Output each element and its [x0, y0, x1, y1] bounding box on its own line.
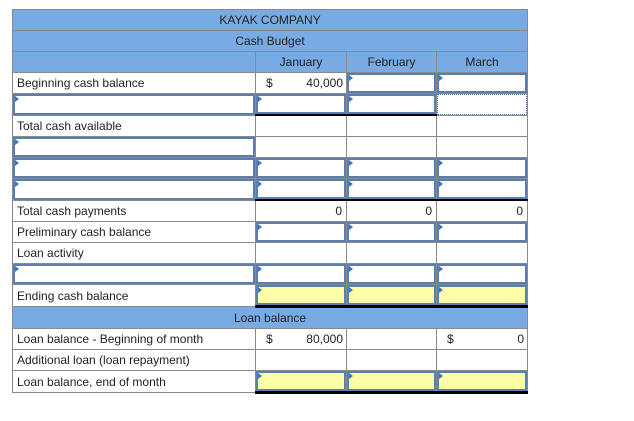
loan-activity-label: Loan activity — [12, 242, 256, 264]
row-preliminary-cash: Preliminary cash balance — [12, 221, 529, 243]
loan-beginning-january-value: 80,000 — [306, 332, 343, 346]
loan-balance-title: Loan balance — [11, 306, 529, 329]
loan-end-label: Loan balance, end of month — [12, 370, 256, 393]
header-march: March — [435, 51, 529, 73]
row-loan-end: Loan balance, end of month — [12, 370, 529, 394]
row-beginning-cash: Beginning cash balance $40,000 — [12, 72, 529, 94]
loan-beginning-march-value: 0 — [517, 332, 525, 346]
payment-1-january-input[interactable] — [255, 157, 347, 179]
ending-cash-label: Ending cash balance — [12, 284, 256, 307]
payment-1-february-input[interactable] — [346, 157, 437, 179]
ending-cash-january-input[interactable] — [255, 284, 347, 308]
beginning-cash-february-input[interactable] — [346, 72, 437, 94]
ending-cash-march-input[interactable] — [435, 284, 529, 308]
loan-activity-january — [255, 242, 347, 264]
loan-activity-march-input[interactable] — [435, 263, 529, 285]
preliminary-cash-march-input[interactable] — [435, 221, 529, 243]
header-blank — [12, 51, 256, 73]
total-cash-available-february — [346, 114, 437, 137]
total-cash-payments-january: 0 — [255, 199, 347, 222]
total-cash-payments-march: 0 — [435, 199, 529, 222]
currency-symbol: $ — [266, 76, 273, 90]
loan-activity-march — [435, 242, 529, 264]
total-cash-available-march — [435, 114, 529, 137]
ending-cash-february-input[interactable] — [346, 284, 437, 308]
row-payment-input-1 — [12, 157, 529, 179]
payment-1-march-input[interactable] — [435, 157, 529, 179]
loan-activity-january-input[interactable] — [255, 263, 347, 285]
row-payments-label-input — [12, 136, 529, 158]
payment-2-january-input[interactable] — [255, 178, 347, 201]
beginning-cash-january-value: 40,000 — [306, 76, 343, 90]
currency-symbol: $ — [447, 332, 454, 346]
header-january: January — [255, 51, 347, 73]
payment-1-label-input[interactable] — [12, 157, 256, 179]
receipts-february-input[interactable] — [346, 93, 437, 116]
budget-title: Cash Budget — [11, 30, 529, 52]
loan-beginning-label: Loan balance - Beginning of month — [12, 328, 256, 350]
loan-beginning-march: $0 — [435, 328, 529, 350]
beginning-cash-label: Beginning cash balance — [12, 72, 256, 94]
receipts-january-input[interactable] — [255, 93, 347, 116]
additional-loan-february — [346, 349, 437, 371]
row-additional-loan: Additional loan (loan repayment) — [12, 349, 529, 371]
preliminary-cash-february-input[interactable] — [346, 221, 437, 243]
loan-activity-february-input[interactable] — [346, 263, 437, 285]
preliminary-cash-label: Preliminary cash balance — [12, 221, 256, 243]
receipts-label-input[interactable] — [12, 93, 256, 116]
loan-end-march-input[interactable] — [435, 370, 529, 394]
header-february: February — [346, 51, 437, 73]
payment-2-label-input[interactable] — [12, 178, 256, 201]
row-payment-input-2 — [12, 178, 529, 201]
payments-january-blank — [255, 136, 347, 158]
additional-loan-label: Additional loan (loan repayment) — [12, 349, 256, 371]
company-name: KAYAK COMPANY — [11, 9, 529, 31]
loan-end-january-input[interactable] — [255, 370, 347, 394]
payments-label-input[interactable] — [12, 136, 256, 158]
payment-2-february-input[interactable] — [346, 178, 437, 201]
row-receipts-input — [12, 93, 529, 116]
loan-end-february-input[interactable] — [346, 370, 437, 394]
beginning-cash-march-input[interactable] — [435, 72, 529, 94]
row-loan-activity: Loan activity — [12, 242, 529, 264]
loan-beginning-january: $80,000 — [255, 328, 347, 350]
total-cash-payments-february: 0 — [346, 199, 437, 222]
additional-loan-march — [435, 349, 529, 371]
row-total-cash-payments: Total cash payments 0 0 0 — [12, 199, 529, 222]
total-cash-available-january — [255, 114, 347, 137]
payments-february-blank — [346, 136, 437, 158]
beginning-cash-january: $40,000 — [255, 72, 347, 94]
row-loan-beginning: Loan balance - Beginning of month $80,00… — [12, 328, 529, 350]
total-cash-payments-label: Total cash payments — [12, 199, 256, 222]
receipts-march-input[interactable] — [435, 93, 529, 116]
total-cash-available-label: Total cash available — [12, 114, 256, 137]
additional-loan-january — [255, 349, 347, 371]
row-ending-cash: Ending cash balance — [12, 284, 529, 308]
payments-march-blank — [435, 136, 529, 158]
loan-activity-label-input[interactable] — [12, 263, 256, 285]
row-loan-activity-input — [12, 263, 529, 285]
cash-budget-table: KAYAK COMPANY Cash Budget January Februa… — [11, 9, 529, 394]
loan-activity-february — [346, 242, 437, 264]
payment-2-march-input[interactable] — [435, 178, 529, 201]
currency-symbol: $ — [266, 332, 273, 346]
loan-beginning-february — [346, 328, 437, 350]
row-total-cash-available: Total cash available — [12, 114, 529, 137]
preliminary-cash-january-input[interactable] — [255, 221, 347, 243]
